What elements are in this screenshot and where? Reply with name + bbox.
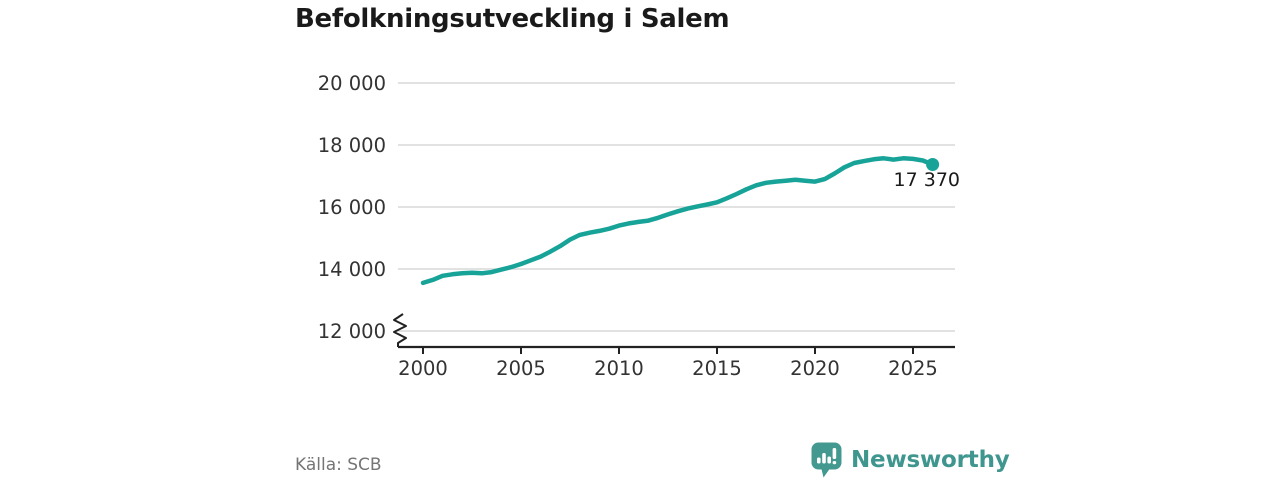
source-note: Källa: SCB: [295, 455, 382, 475]
end-point-marker: [926, 158, 940, 172]
x-axis-label: 2010: [594, 357, 644, 380]
last-value-label: 17 370: [893, 169, 960, 191]
y-axis-label: 20 000: [318, 72, 386, 95]
population-line: [420, 156, 935, 286]
newsworthy-icon: [811, 442, 842, 478]
x-axis-label: 2025: [888, 357, 938, 380]
x-axis-label: 2015: [692, 357, 742, 380]
x-axis-label: 2000: [398, 357, 448, 380]
brand-name: Newsworthy: [851, 446, 1010, 473]
y-axis-label: 12 000: [318, 320, 386, 343]
axis-break-icon: [393, 313, 407, 347]
y-axis-label: 18 000: [318, 134, 386, 157]
y-axis-label: 16 000: [318, 196, 386, 219]
brand-logo: Newsworthy: [810, 441, 1010, 478]
x-axis-label: 2005: [496, 357, 546, 380]
y-axis-label: 14 000: [318, 258, 386, 281]
x-axis-label: 2020: [790, 357, 840, 380]
chart-title: Befolkningsutveckling i Salem: [295, 4, 730, 34]
